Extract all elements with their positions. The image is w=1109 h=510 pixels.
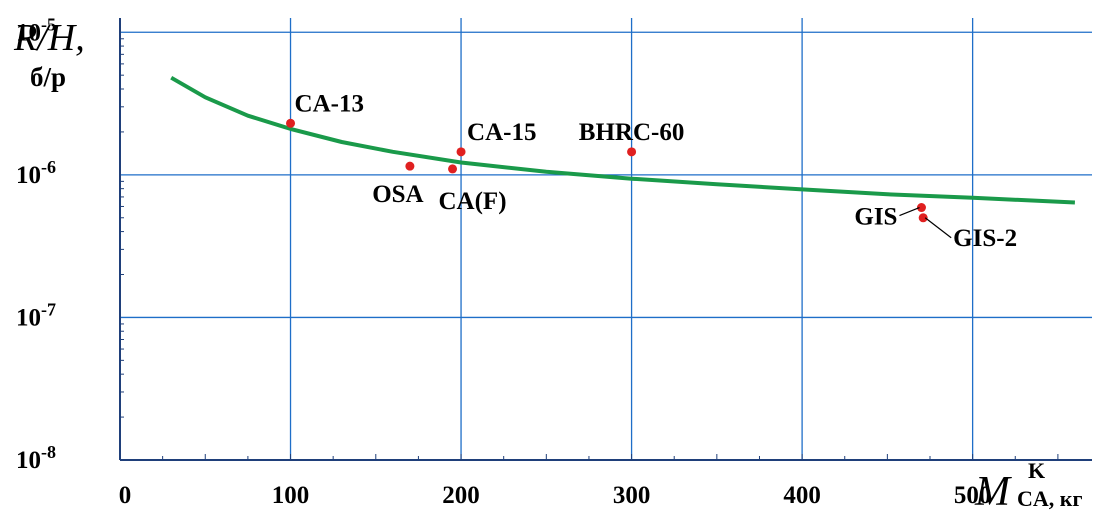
point-label: GIS	[854, 204, 897, 231]
data-point	[916, 203, 926, 213]
data-point	[918, 213, 928, 223]
data-point	[448, 164, 458, 174]
fit-curve	[170, 75, 1075, 205]
axes	[119, 18, 1092, 461]
point-label: GIS-2	[953, 225, 1017, 252]
data-points-layer	[286, 118, 928, 223]
data-point	[456, 147, 466, 157]
labels-layer: 0 100 200 300 400 500 10-8 10-7 10-6 10-5R/H,б/р M…	[13, 14, 1082, 510]
x-axis-title: M	[974, 469, 1012, 510]
point-label: CA-15	[467, 119, 536, 146]
data-point	[405, 161, 415, 171]
point-label: OSA	[372, 181, 423, 208]
x-tick-label: 100	[272, 482, 310, 509]
grid	[120, 18, 1092, 460]
y-axis-title: R/H,	[13, 17, 85, 59]
x-tick-label: 400	[783, 482, 821, 509]
y-tick-label: 10-5	[16, 14, 56, 46]
x-axis-title-sub: CA, кг	[1017, 486, 1082, 510]
fit-curve-layer	[170, 75, 1075, 205]
y-tick-label: 10-6	[16, 157, 56, 189]
x-tick-label: 300	[613, 482, 651, 509]
point-label: CA(F)	[439, 188, 507, 215]
data-point	[286, 118, 296, 128]
x-tick-label: 200	[442, 482, 480, 509]
x-tick-label: 500	[954, 482, 992, 509]
x-tick-label: 0	[119, 482, 132, 509]
y-tick-label: 10-7	[16, 299, 56, 331]
y-axis-unit: б/р	[30, 62, 66, 92]
point-label: CA-13	[295, 90, 364, 117]
data-point	[627, 147, 637, 157]
y-tick-label: 10-8	[16, 442, 56, 474]
leader-line	[899, 206, 920, 217]
leader-line	[924, 217, 952, 239]
point-label: BHRC-60	[579, 119, 685, 146]
x-axis-title-sup: K	[1028, 458, 1045, 483]
